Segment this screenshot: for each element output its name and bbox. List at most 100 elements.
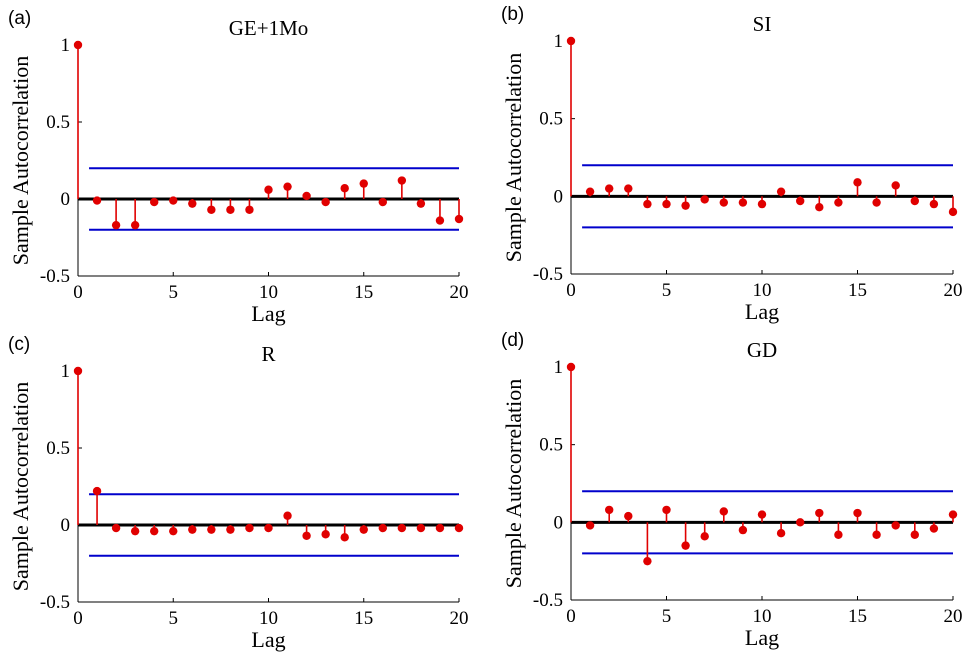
acf-point-lag-2 — [111, 523, 121, 533]
x-tick-label: 5 — [662, 606, 672, 627]
acf-point-lag-6 — [681, 541, 690, 550]
y-tick-label: 1 — [554, 357, 564, 378]
acf-point-lag-3 — [624, 511, 633, 521]
acf-point-lag-13 — [815, 203, 824, 212]
y-tick-label: 1 — [61, 361, 71, 382]
acf-point-lag-4 — [643, 199, 652, 209]
y-tick-label: 0.5 — [539, 109, 563, 130]
acf-point-lag-8 — [226, 525, 235, 534]
x-tick-label: 0 — [73, 608, 83, 629]
acf-point-lag-13 — [321, 530, 330, 539]
acf-point-lag-4 — [150, 197, 159, 207]
panel-letter: (c) — [8, 334, 30, 355]
acf-point-lag-16 — [378, 197, 387, 207]
panel-title: SI — [753, 12, 772, 36]
acf-point-lag-9 — [245, 205, 254, 214]
acf-point-lag-7 — [700, 195, 709, 204]
acf-point-lag-9 — [245, 523, 254, 533]
acf-point-lag-19 — [929, 524, 939, 533]
x-tick-label: 20 — [450, 282, 469, 303]
acf-point-lag-13 — [815, 508, 824, 518]
panel-letter: (a) — [8, 8, 31, 29]
acf-point-lag-17 — [397, 176, 407, 185]
acf-point-lag-12 — [796, 196, 805, 206]
x-tick-label: 5 — [169, 282, 179, 303]
x-tick-label: 0 — [566, 280, 576, 301]
acf-point-lag-15 — [359, 179, 368, 188]
x-tick-label: 15 — [354, 282, 373, 303]
acf-point-lag-15 — [359, 525, 368, 534]
acf-point-lag-10 — [264, 185, 273, 194]
acf-point-lag-6 — [681, 201, 690, 210]
y-tick-label: 0 — [554, 186, 564, 207]
acf-point-lag-13 — [321, 197, 330, 207]
acf-point-lag-11 — [283, 511, 292, 520]
acf-point-lag-14 — [340, 533, 349, 542]
acf-point-lag-1 — [585, 521, 595, 530]
x-axis-label: Lag — [251, 627, 285, 652]
acf-point-lag-1 — [92, 486, 102, 496]
x-tick-label: 20 — [450, 608, 469, 629]
acf-point-lag-20 — [454, 523, 464, 533]
acf-point-lag-17 — [891, 521, 900, 530]
acf-point-lag-4 — [150, 526, 159, 536]
acf-point-lag-14 — [834, 530, 843, 539]
y-tick-label: 1 — [554, 31, 564, 52]
x-axis-label: Lag — [251, 301, 285, 326]
acf-point-lag-16 — [378, 523, 387, 533]
acf-point-lag-0 — [566, 36, 576, 46]
acf-point-lag-1 — [92, 196, 102, 205]
y-tick-label: -0.5 — [40, 592, 70, 613]
panel-letter: (b) — [501, 4, 524, 25]
acf-point-lag-18 — [910, 530, 919, 539]
acf-point-lag-20 — [454, 214, 464, 224]
x-tick-label: 20 — [944, 280, 963, 301]
acf-point-lag-20 — [948, 207, 958, 217]
acf-point-lag-18 — [910, 196, 919, 206]
x-tick-label: 5 — [662, 280, 672, 301]
y-tick-label: -0.5 — [533, 590, 563, 611]
acf-point-lag-15 — [853, 508, 862, 518]
acf-point-lag-5 — [662, 199, 671, 209]
x-axis-label: Lag — [745, 299, 779, 324]
x-tick-label: 10 — [259, 282, 278, 303]
y-tick-label: 1 — [61, 35, 71, 56]
panel-title: GD — [747, 338, 777, 362]
x-tick-label: 5 — [169, 608, 179, 629]
acf-point-lag-19 — [435, 216, 445, 225]
acf-point-lag-7 — [207, 525, 216, 534]
x-tick-label: 10 — [753, 606, 772, 627]
acf-point-lag-7 — [700, 532, 709, 541]
acf-point-lag-15 — [853, 178, 862, 187]
acf-point-lag-3 — [130, 220, 140, 230]
y-tick-label: 0 — [61, 189, 71, 210]
acf-point-lag-10 — [264, 523, 273, 533]
acf-point-lag-7 — [207, 205, 216, 214]
y-tick-label: 0 — [554, 512, 564, 533]
y-tick-label: -0.5 — [40, 266, 70, 287]
acf-point-lag-18 — [416, 523, 426, 533]
acf-point-lag-11 — [776, 529, 786, 538]
acf-point-lag-11 — [283, 182, 292, 191]
x-tick-label: 0 — [73, 282, 83, 303]
y-axis-label: Sample Autocorrelation — [8, 382, 33, 592]
x-tick-label: 10 — [753, 280, 772, 301]
acf-point-lag-20 — [948, 510, 958, 519]
acf-point-lag-19 — [435, 523, 445, 533]
x-tick-label: 0 — [566, 606, 576, 627]
x-tick-label: 10 — [259, 608, 278, 629]
acf-point-lag-3 — [624, 184, 633, 193]
acf-point-lag-14 — [834, 198, 843, 207]
panel-title: GE+1Mo — [229, 16, 309, 40]
acf-point-lag-0 — [73, 366, 83, 376]
acf-point-lag-18 — [416, 199, 426, 208]
y-tick-label: 0.5 — [539, 435, 563, 456]
x-tick-label: 20 — [944, 606, 963, 627]
acf-point-lag-2 — [605, 184, 614, 193]
x-tick-label: 15 — [848, 606, 867, 627]
acf-point-lag-14 — [340, 184, 349, 193]
acf-point-lag-9 — [738, 198, 748, 207]
y-axis-label: Sample Autocorrelation — [8, 56, 33, 266]
